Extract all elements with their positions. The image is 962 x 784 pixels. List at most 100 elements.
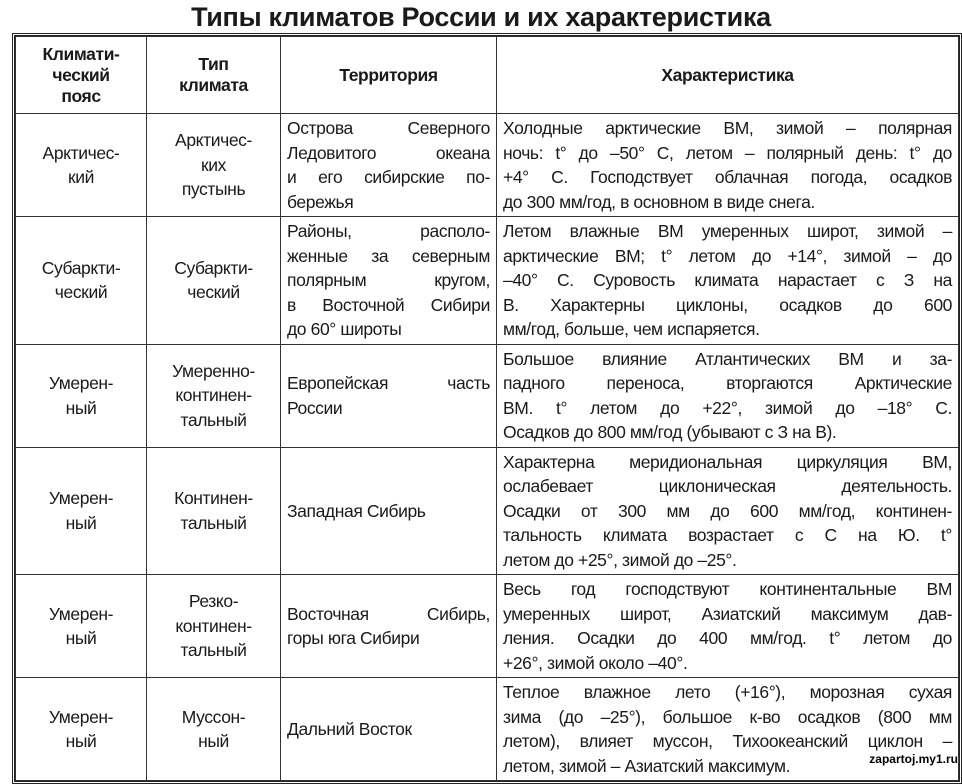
cell-line: Умерен- — [48, 603, 114, 624]
cell-territory: Западная Сибирь — [280, 446, 497, 575]
cell-line: тальный — [180, 640, 247, 661]
cell-line: Восточная Сибирь, — [287, 603, 490, 624]
climate-table: Климати-ческий пояс Тип климата Территория Ха… — [12, 33, 962, 784]
cell-line: Субаркти- — [174, 257, 253, 278]
cell-line: мм/год, больше, чем испаряется. — [503, 319, 760, 339]
cell-line: Тип — [198, 54, 229, 74]
cell-line: Теплое влажное лето (+16°), морозная сух… — [503, 682, 952, 702]
table-row: Субаркти-ческий Субаркти-ческий Районы, ра… — [15, 216, 959, 345]
cell-territory: Дальний Восток — [280, 677, 497, 781]
cell-line: Территория — [339, 64, 438, 85]
cell-line: Климати- — [42, 43, 120, 64]
cell-description: Большое влияние Атлантических ВМ и за-па… — [496, 343, 959, 448]
cell-climate-type: Субаркти-ческий — [146, 216, 281, 345]
cell-line: Муссон- — [181, 706, 246, 727]
cell-line: России — [287, 397, 343, 418]
cell-line: горы юга Сибири — [287, 628, 420, 648]
cell-line: Характерна меридиональная циркуляция ВМ, — [503, 451, 952, 472]
cell-line: ослабевает циклоническая деятельность. — [503, 476, 952, 496]
cell-line: Западная Сибирь — [287, 500, 426, 521]
cell-line: Умерен- — [48, 373, 114, 393]
watermark: zapartoj.my1.ru — [869, 752, 958, 766]
cell-line: ких — [201, 154, 226, 175]
cell-line: летом до +25°, зимой до –25°. — [503, 549, 737, 570]
table-row: Умерен-ный Резко-континен-тальный Восточна… — [15, 574, 959, 678]
cell-line: Осадки от 300 мм до 600 мм/год, континен… — [503, 500, 952, 521]
cell-climate-belt: Умерен-ный — [15, 677, 147, 781]
cell-line: Холодные арктические ВМ, зимой – полярна… — [503, 118, 952, 138]
cell-line: Умерен- — [48, 488, 114, 509]
cell-line: женные за северным — [287, 245, 490, 266]
header-climate-belt: Климати-ческий пояс — [15, 36, 147, 114]
cell-line: +4° С. Господствует облачная погода, оса… — [503, 167, 952, 187]
cell-line: –40° С. Суровость климата нарастает с З … — [503, 270, 952, 290]
cell-description: Холодные арктические ВМ, зимой – полярна… — [496, 113, 959, 217]
cell-line: Районы, располо- — [287, 221, 490, 241]
cell-line: Субаркти- — [41, 257, 121, 278]
header-territory: Территория — [280, 36, 497, 114]
cell-territory: Восточная Сибирь, горы юга Сибири — [280, 574, 497, 678]
cell-line: ВМ. t° летом до +22°, зимой до –18° С. — [503, 397, 952, 418]
cell-line: пустынь — [181, 179, 246, 200]
cell-climate-type: Умеренно-континен-тальный — [146, 343, 281, 448]
cell-line: Умерен- — [48, 706, 114, 727]
cell-line: климата — [179, 75, 248, 95]
cell-territory: Европейская часть России — [280, 343, 497, 448]
cell-line: арктические ВМ; t° летом до +14°, зимой … — [503, 245, 952, 266]
cell-line: ный — [65, 397, 97, 418]
table-row: Арктичес-кий Арктичес-ких пустынь Острова С… — [15, 113, 959, 217]
cell-line: Осадков до 800 мм/год (убывают с З на В)… — [503, 422, 837, 442]
table-row: Умерен-ный Умеренно-континен-тальный Европ… — [15, 343, 959, 448]
cell-line: Большое влияние Атлантических ВМ и за- — [503, 348, 952, 369]
cell-climate-belt: Умерен-ный — [15, 446, 147, 575]
cell-line: ческий — [54, 282, 108, 303]
cell-description: Характерна меридиональная циркуляция ВМ,… — [496, 446, 959, 575]
cell-line: ночь: t° до –50° С, летом – полярный ден… — [503, 142, 952, 163]
cell-line: Арктичес- — [175, 130, 252, 151]
cell-territory: Острова Северного Ледовитого океана и его … — [280, 113, 497, 217]
cell-line: до 300 мм/год, в основном в виде снега. — [503, 191, 815, 212]
cell-line: континен- — [175, 615, 252, 636]
cell-line: тальный — [180, 409, 247, 430]
cell-line: в Восточной Сибири — [287, 294, 490, 315]
cell-line: В. Характерны циклоны, осадков до 600 — [503, 294, 952, 315]
header-description: Характеристика — [496, 36, 959, 114]
cell-climate-type: Муссон-ный — [146, 677, 281, 781]
cell-line: Характеристика — [661, 64, 794, 85]
cell-description: Летом влажные ВМ умеренных широт, зимой … — [496, 216, 959, 345]
cell-line: +26°, зимой около –40°. — [503, 652, 688, 673]
cell-line: тальный — [180, 512, 247, 533]
cell-line: полярным кругом, — [287, 270, 490, 290]
table-row: Умерен-ный Муссон-ный Дальний Восток Теплое… — [15, 677, 959, 781]
cell-line: Ледовитого океана — [287, 142, 490, 163]
cell-line: Умеренно- — [172, 360, 255, 381]
cell-climate-belt: Умерен-ный — [15, 574, 147, 678]
cell-climate-belt: Субаркти-ческий — [15, 216, 147, 345]
cell-territory: Районы, располо-женные за северным полярн… — [280, 216, 497, 345]
cell-line: ления. Осадки до 400 мм/год. t° летом до — [503, 628, 952, 648]
cell-line: падного переноса, вторгаются Арктические — [503, 373, 952, 393]
cell-line: ческий — [187, 282, 240, 303]
cell-line: Арктичес- — [42, 142, 120, 163]
cell-line: ный — [65, 628, 97, 648]
cell-line: кий — [67, 167, 94, 187]
cell-climate-type: Континен-тальный — [146, 446, 281, 575]
cell-climate-belt: Арктичес-кий — [15, 113, 147, 217]
table-header-row: Климати-ческий пояс Тип климата Территория Ха… — [15, 36, 959, 114]
cell-line: ческий — [52, 64, 110, 85]
cell-line: Весь год господствуют континентальные ВМ — [503, 579, 952, 599]
cell-climate-belt: Умерен-ный — [15, 343, 147, 448]
cell-line: континен- — [175, 385, 252, 406]
cell-line: ный — [65, 731, 97, 751]
cell-line: умеренных широт, Азиатский максимум дав- — [503, 603, 952, 624]
cell-line: пояс — [61, 85, 101, 106]
cell-line: зима (до –25°), большое к-во осадков (80… — [503, 706, 952, 727]
cell-climate-type: Арктичес-ких пустынь — [146, 113, 281, 217]
cell-line: Резко- — [188, 591, 239, 612]
cell-line: летом), влияет муссон, Тихоокеанский цик… — [503, 731, 952, 751]
cell-line: Летом влажные ВМ умеренных широт, зимой … — [503, 221, 952, 241]
cell-line: и его сибирские по- — [287, 167, 490, 187]
cell-description: Весь год господствуют континентальные ВМ… — [496, 574, 959, 678]
cell-description: Теплое влажное лето (+16°), морозная сух… — [496, 677, 959, 781]
page-title: Типы климатов России и их характеристика — [191, 2, 771, 32]
